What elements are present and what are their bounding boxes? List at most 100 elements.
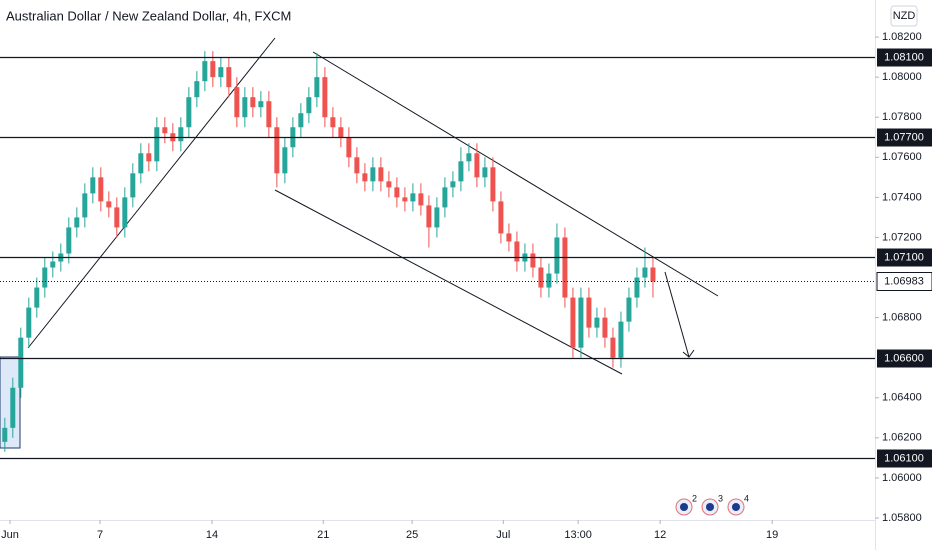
currency-label[interactable]: NZD	[893, 10, 916, 22]
level-label-box	[877, 349, 932, 368]
candle-body	[178, 127, 184, 142]
candle-body	[378, 167, 384, 182]
candle-body	[154, 127, 160, 162]
y-tick-label: 1.07200	[882, 231, 922, 243]
x-tick-label: 14	[206, 529, 218, 541]
channel-upper	[312, 51, 719, 297]
x-tick-label: 21	[317, 529, 329, 541]
candle-body	[650, 267, 656, 282]
candle-body	[466, 153, 472, 162]
candle-body	[162, 127, 168, 134]
candle-body	[498, 201, 504, 234]
arrow-line	[664, 271, 690, 358]
candle-body	[482, 167, 488, 178]
candle-body	[18, 337, 24, 388]
currency-box[interactable]	[890, 5, 918, 27]
last-price-box	[876, 272, 932, 291]
candle-body	[10, 387, 16, 428]
last-price-label: 1.06983	[884, 275, 924, 287]
level-label-box	[877, 248, 932, 267]
event-flag	[706, 503, 714, 511]
y-tick-label: 1.06000	[882, 472, 922, 484]
y-tick-label: 1.08200	[882, 31, 922, 43]
candle-body	[266, 101, 272, 128]
candle-body	[130, 173, 136, 198]
candle-body	[226, 67, 232, 88]
candle-body	[146, 153, 152, 162]
level-label-box	[877, 128, 932, 147]
candle-body	[2, 427, 8, 442]
candle-body	[90, 177, 96, 194]
candle-body	[50, 261, 56, 268]
event-flag	[680, 503, 688, 511]
event-flag	[732, 503, 740, 511]
candle-body	[82, 193, 88, 218]
x-tick-label: 12	[654, 529, 666, 541]
candle-body	[474, 153, 480, 178]
event-count: 2	[692, 493, 697, 503]
candle-body	[610, 337, 616, 358]
x-tick-label: 19	[766, 529, 778, 541]
candle-body	[586, 297, 592, 328]
candle-body	[602, 317, 608, 338]
candle-body	[202, 61, 208, 82]
event-count: 3	[718, 493, 723, 503]
candle-body	[554, 237, 560, 274]
candle-body	[114, 207, 120, 228]
x-tick-label: Jul	[496, 529, 510, 541]
candle-body	[218, 67, 224, 78]
candle-body	[410, 193, 416, 202]
y-tick-label: 1.07600	[882, 151, 922, 163]
candle-body	[634, 277, 640, 298]
y-tick-label: 1.08000	[882, 71, 922, 83]
event-count: 4	[744, 493, 749, 503]
candle-body	[626, 297, 632, 322]
x-tick-label: 13:00	[564, 529, 592, 541]
candle-body	[362, 173, 368, 182]
candle-body	[274, 127, 280, 174]
level-label-box	[877, 449, 932, 468]
y-tick-label: 1.07800	[882, 111, 922, 123]
level-label: 1.07700	[884, 131, 924, 143]
level-label: 1.06100	[884, 452, 924, 464]
candle-body	[546, 273, 552, 288]
candle-body	[298, 113, 304, 128]
candle-body	[570, 297, 576, 348]
candle-body	[458, 161, 464, 182]
candle-body	[98, 177, 104, 202]
channel-lower	[274, 189, 623, 375]
candle-body	[386, 181, 392, 188]
y-tick-label: 1.07400	[882, 191, 922, 203]
level-label-box	[877, 48, 932, 67]
candle-body	[66, 227, 72, 254]
candle-body	[306, 97, 312, 114]
arrow-head	[682, 349, 695, 358]
candle-body	[330, 117, 336, 128]
level-label: 1.08100	[884, 51, 924, 63]
candle-body	[258, 101, 264, 108]
level-label: 1.06600	[884, 352, 924, 364]
candle-body	[194, 81, 200, 98]
candle-body	[282, 147, 288, 174]
candle-body	[370, 167, 376, 182]
candle-body	[594, 317, 600, 328]
candle-body	[138, 153, 144, 174]
candle-body	[490, 167, 496, 202]
candle-body	[250, 97, 256, 108]
candle-body	[346, 137, 352, 158]
x-tick-label: 25	[406, 529, 418, 541]
candle-body	[34, 287, 40, 308]
candle-body	[578, 297, 584, 348]
y-tick-label: 1.06800	[882, 312, 922, 324]
y-tick-label: 1.06400	[882, 392, 922, 404]
candle-body	[186, 97, 192, 128]
candle-body	[442, 187, 448, 208]
level-label: 1.07100	[884, 251, 924, 263]
candle-body	[354, 157, 360, 174]
candle-body	[450, 181, 456, 188]
candle-body	[314, 77, 320, 98]
candle-body	[338, 127, 344, 138]
candle-body	[402, 197, 408, 202]
